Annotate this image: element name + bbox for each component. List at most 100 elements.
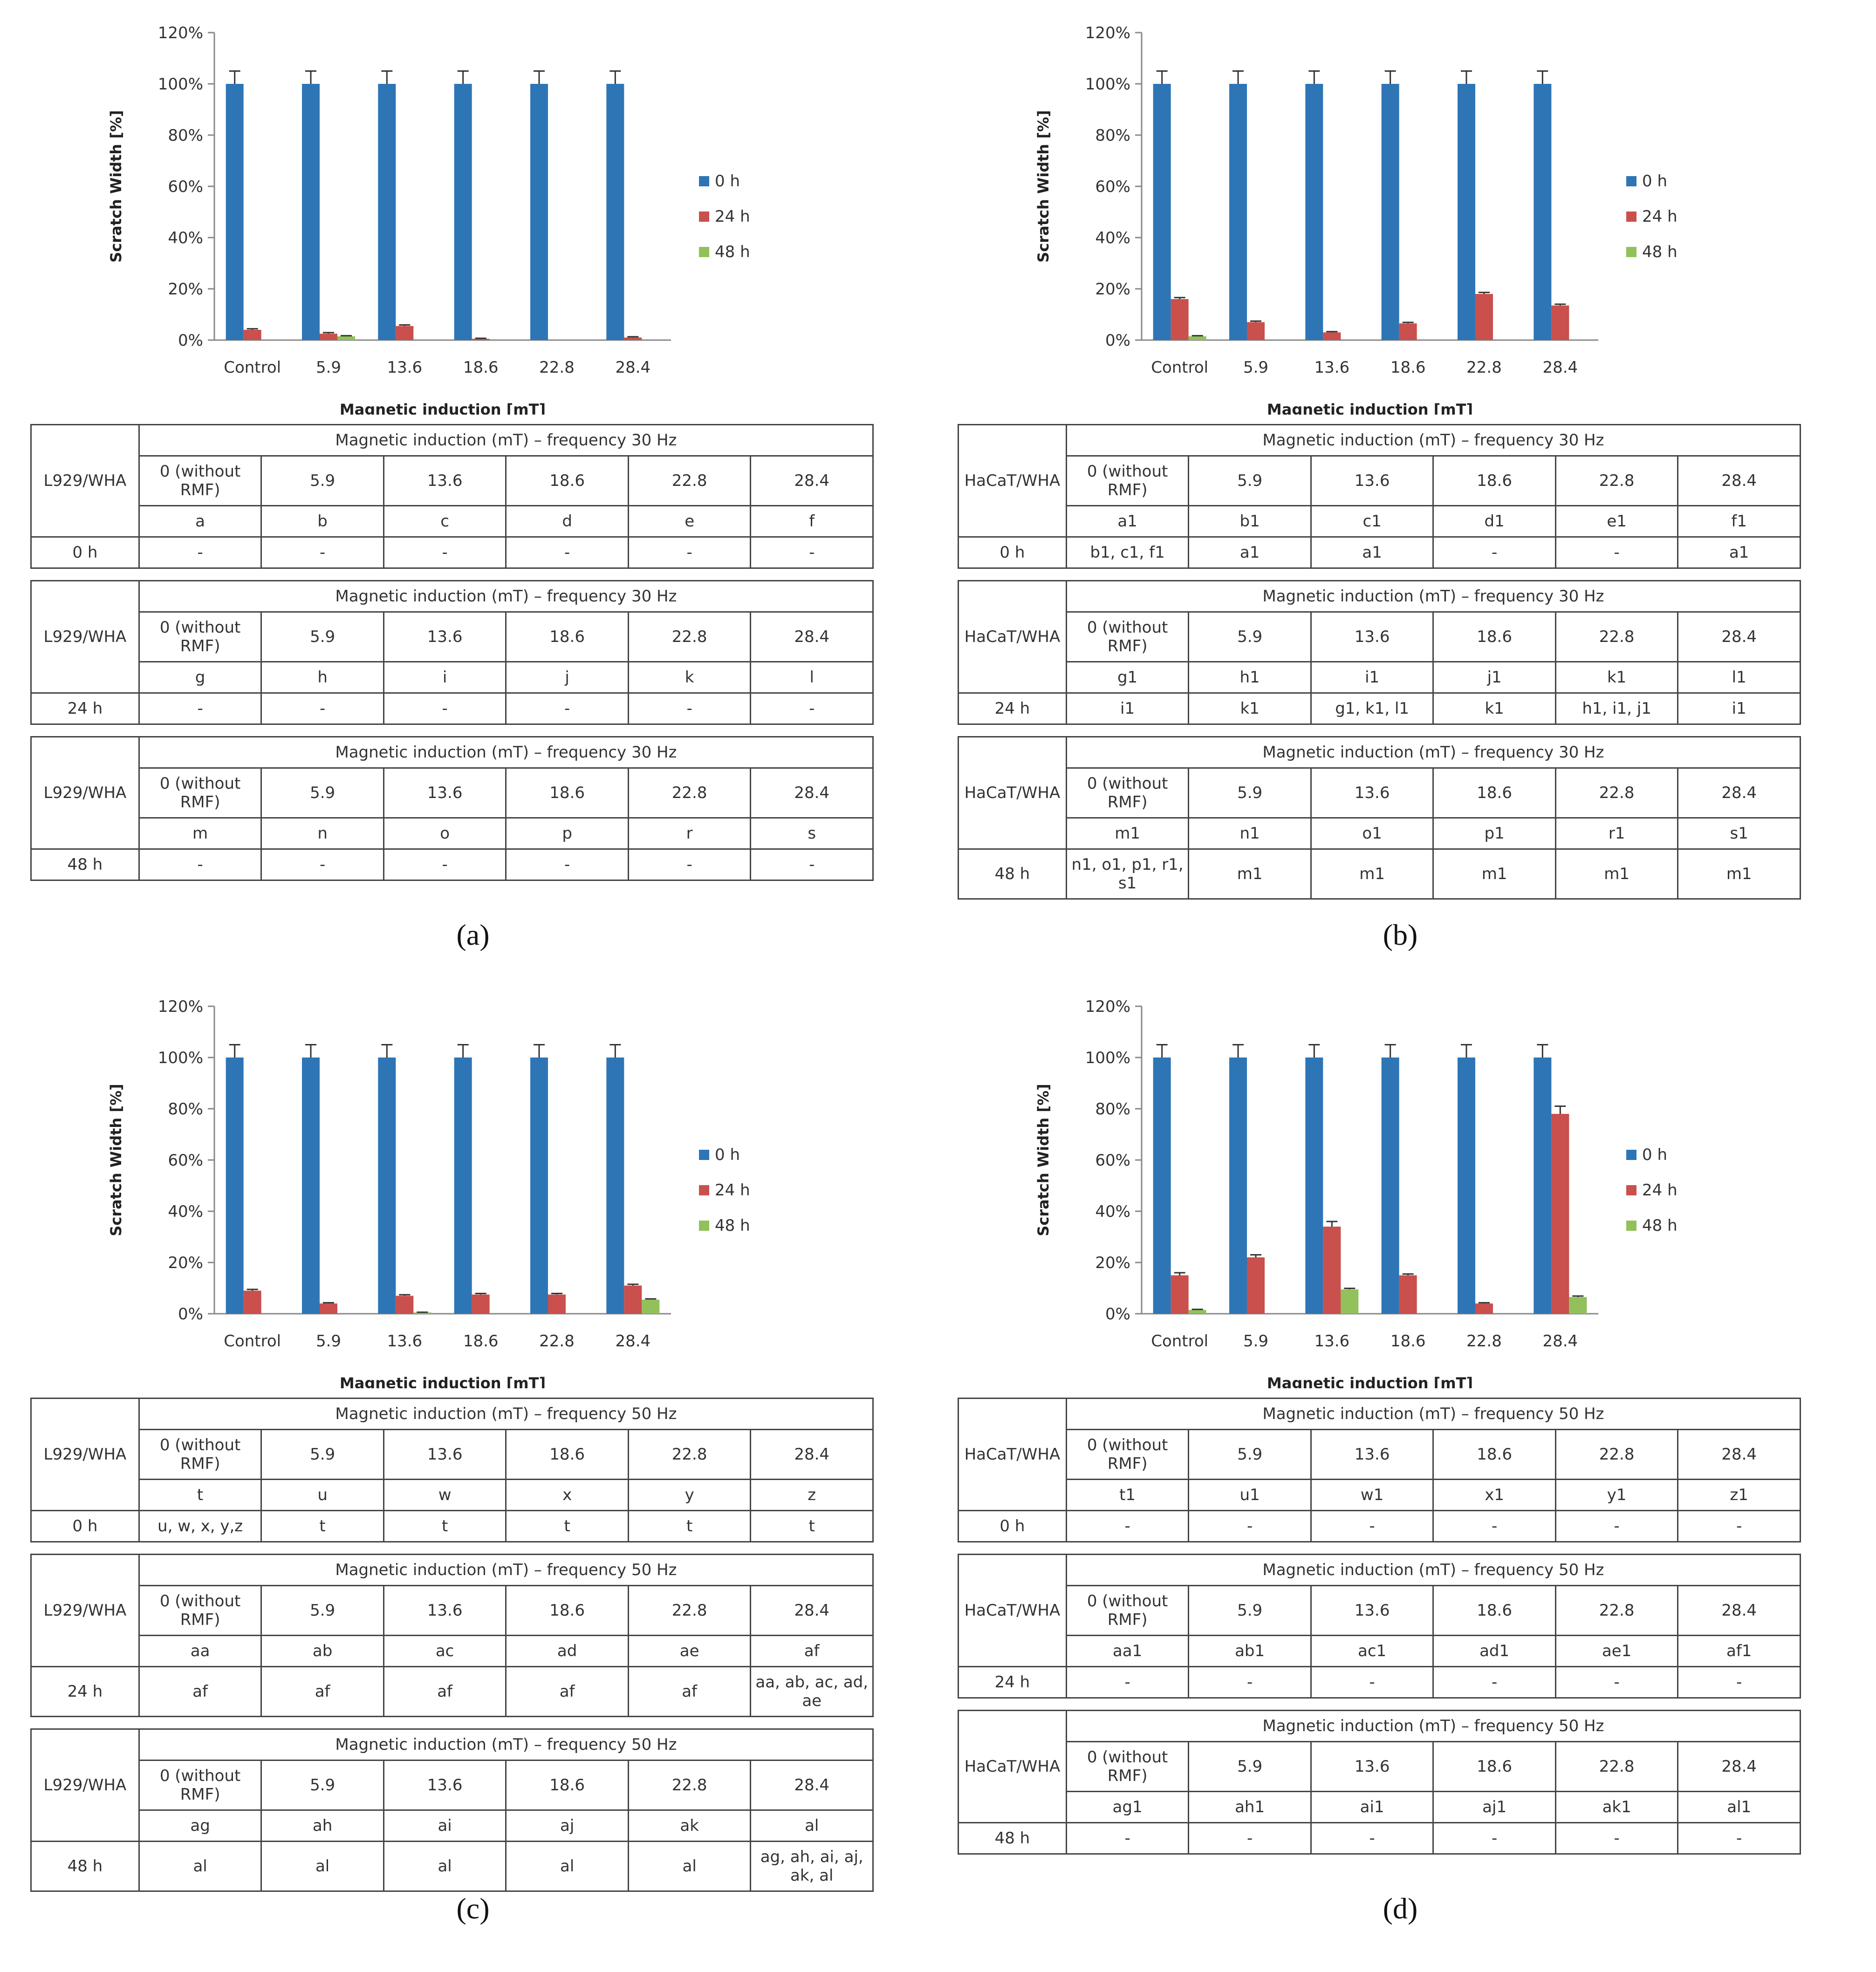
column-label: 5.9 [260, 767, 384, 819]
bar [302, 1058, 320, 1314]
legend-swatch [1626, 176, 1636, 186]
stats-tables: L929/WHA Magnetic induction (mT) – freque… [30, 424, 874, 892]
group-code: c [383, 505, 507, 538]
legend-label: 48 h [715, 243, 750, 261]
y-tick-label: 120% [1085, 24, 1130, 42]
time-label: 48 h [958, 848, 1067, 900]
bar-chart: 0% 20% 40% 60% 80% 100% 120% Control 5.9 13.6 18.6… [107, 24, 750, 415]
group-code: z1 [1677, 1479, 1801, 1511]
column-label: 5.9 [1188, 1741, 1312, 1792]
significance-cell: - [1432, 1822, 1556, 1855]
legend-swatch [1626, 1150, 1636, 1160]
stats-tables: HaCaT/WHA Magnetic induction (mT) – frequ… [958, 1398, 1801, 1866]
bar [243, 330, 261, 340]
group-code: aa1 [1065, 1635, 1190, 1667]
table-header: Magnetic induction (mT) – frequency 50 H… [1065, 1710, 1801, 1742]
cell-line-label: HaCaT/WHA [958, 1554, 1067, 1667]
group-code: s1 [1677, 817, 1801, 850]
significance-cell: - [1432, 1666, 1556, 1699]
y-tick-label: 20% [1095, 280, 1130, 299]
column-label: 13.6 [383, 1585, 507, 1636]
panel-b: 0% 20% 40% 60% 80% 100% 120% Control 5.9 13.6 18.6… [946, 5, 1855, 974]
y-tick-label: 0% [1105, 331, 1130, 350]
legend-label: 24 h [715, 207, 750, 226]
x-tick-label: 28.4 [615, 1332, 650, 1351]
column-label: 5.9 [1188, 455, 1312, 506]
column-label: 13.6 [383, 767, 507, 819]
group-code: j [505, 661, 629, 694]
y-tick-label: 60% [168, 1151, 203, 1170]
column-label: 18.6 [1432, 1585, 1556, 1636]
significance-cell: af [383, 1666, 507, 1717]
group-code: x [505, 1479, 629, 1511]
significance-cell: t [627, 1510, 752, 1542]
group-code: a [138, 505, 262, 538]
column-label: 5.9 [1188, 1585, 1312, 1636]
legend-label: 48 h [1642, 1216, 1677, 1235]
table-header: Magnetic induction (mT) – frequency 50 H… [138, 1554, 874, 1586]
bar [1305, 84, 1323, 340]
cell-line-label: HaCaT/WHA [958, 424, 1067, 538]
column-label: 28.4 [1677, 1741, 1801, 1792]
legend-label: 0 h [715, 172, 740, 191]
significance-cell: - [383, 536, 507, 569]
significance-cell: - [627, 692, 752, 725]
group-code: j1 [1432, 661, 1556, 694]
x-tick-label: 28.4 [615, 358, 650, 377]
group-code: ab1 [1188, 1635, 1312, 1667]
significance-cell: n1, o1, p1, r1, s1 [1065, 848, 1190, 900]
table-header: Magnetic induction (mT) – frequency 30 H… [1065, 736, 1801, 769]
significance-cell: - [505, 848, 629, 881]
group-code: r [627, 817, 752, 850]
group-code: r1 [1554, 817, 1679, 850]
bar [1341, 1289, 1359, 1314]
significance-cell: g1, k1, l1 [1310, 692, 1434, 725]
table-header: Magnetic induction (mT) – frequency 50 H… [1065, 1398, 1801, 1430]
significance-cell: - [1310, 1666, 1434, 1699]
stats-table: L929/WHA Magnetic induction (mT) – freque… [30, 1728, 874, 1892]
group-code: aj1 [1432, 1791, 1556, 1823]
group-code: g [138, 661, 262, 694]
table-header: Magnetic induction (mT) – frequency 30 H… [1065, 424, 1801, 457]
group-code: h1 [1188, 661, 1312, 694]
column-label: 5.9 [260, 1429, 384, 1480]
significance-cell: u, w, x, y,z [138, 1510, 262, 1542]
y-axis-title: Scratch Width [%] [107, 1084, 125, 1236]
significance-cell: - [138, 692, 262, 725]
x-tick-label: 13.6 [1314, 1332, 1349, 1351]
y-tick-label: 40% [168, 1202, 203, 1221]
bar [226, 84, 244, 340]
column-label: 28.4 [750, 455, 874, 506]
legend-swatch [1626, 1185, 1636, 1195]
column-label: 0 (without RMF) [138, 1760, 262, 1811]
significance-cell: aa, ab, ac, ad, ae [750, 1666, 874, 1717]
group-code: w1 [1310, 1479, 1434, 1511]
y-tick-label: 120% [1085, 997, 1130, 1016]
legend-label: 24 h [1642, 1181, 1677, 1200]
bar [454, 1058, 472, 1314]
cell-line-label: L929/WHA [30, 424, 140, 538]
significance-cell: ag, ah, ai, aj, ak, al [750, 1841, 874, 1892]
column-label: 18.6 [1432, 767, 1556, 819]
time-label: 24 h [30, 692, 140, 725]
column-label: 22.8 [1554, 455, 1679, 506]
bar [1188, 1310, 1206, 1314]
x-tick-label: 28.4 [1542, 358, 1578, 377]
legend-swatch [699, 247, 709, 257]
y-tick-label: 80% [1095, 1100, 1130, 1119]
bar [642, 1299, 660, 1314]
group-code: e1 [1554, 505, 1679, 538]
column-label: 5.9 [1188, 611, 1312, 662]
column-label: 28.4 [1677, 611, 1801, 662]
significance-cell: a1 [1677, 536, 1801, 569]
column-label: 28.4 [1677, 1429, 1801, 1480]
column-label: 13.6 [383, 455, 507, 506]
group-code: f1 [1677, 505, 1801, 538]
group-code: c1 [1310, 505, 1434, 538]
cell-line-label: L929/WHA [30, 1728, 140, 1842]
y-tick-label: 60% [1095, 1151, 1130, 1170]
bar [1153, 84, 1171, 340]
significance-cell: - [1554, 1510, 1679, 1542]
column-label: 0 (without RMF) [138, 1429, 262, 1480]
column-label: 22.8 [1554, 611, 1679, 662]
